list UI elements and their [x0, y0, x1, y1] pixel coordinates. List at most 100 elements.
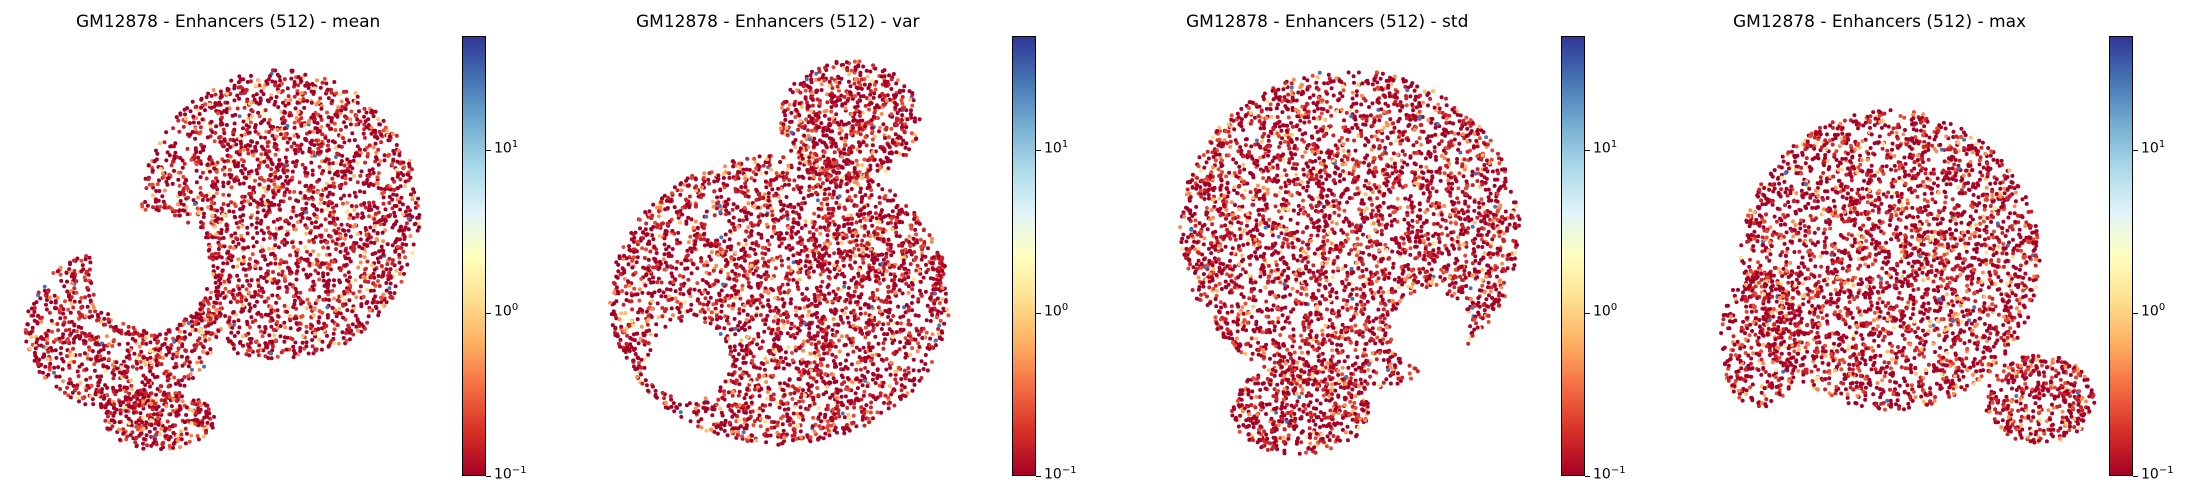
data-point — [249, 73, 253, 78]
data-point — [202, 364, 206, 369]
data-point — [867, 277, 872, 282]
data-point — [244, 287, 249, 292]
data-point — [791, 277, 796, 282]
data-point — [325, 333, 329, 338]
data-point — [402, 184, 407, 189]
data-point — [843, 387, 848, 392]
data-point — [833, 354, 838, 359]
data-point — [334, 314, 339, 319]
data-point — [237, 96, 242, 101]
data-point — [270, 293, 275, 298]
data-point — [168, 144, 173, 149]
data-point — [344, 331, 348, 335]
data-point — [825, 267, 830, 272]
data-point — [366, 279, 371, 284]
data-point — [807, 403, 812, 408]
data-point — [229, 78, 234, 83]
data-point — [186, 364, 191, 369]
data-point — [342, 297, 347, 302]
data-point — [54, 337, 58, 342]
data-point — [89, 383, 94, 388]
data-point — [827, 433, 832, 438]
data-point — [235, 273, 240, 278]
data-point — [310, 344, 315, 349]
data-point — [340, 104, 345, 109]
data-point — [326, 292, 331, 297]
data-point — [189, 421, 194, 426]
data-point — [316, 252, 321, 257]
data-point — [312, 143, 317, 148]
data-point — [161, 392, 166, 397]
data-point — [347, 138, 352, 143]
data-point — [689, 302, 694, 307]
data-point — [154, 363, 159, 368]
data-point — [257, 114, 262, 119]
data-point — [771, 397, 776, 402]
data-point — [376, 210, 381, 215]
data-point — [285, 147, 290, 152]
data-point — [278, 199, 283, 204]
data-point — [89, 281, 94, 285]
data-point — [256, 284, 261, 289]
data-point — [25, 322, 30, 327]
data-point — [179, 429, 183, 434]
data-point — [637, 298, 642, 303]
colorbar-tick-label: 101 — [494, 138, 519, 157]
data-point — [278, 216, 283, 221]
data-point — [63, 328, 68, 333]
data-point — [193, 105, 198, 110]
data-point — [126, 416, 131, 421]
data-point — [193, 422, 198, 426]
data-point — [325, 272, 330, 276]
data-point — [794, 313, 799, 318]
data-point — [42, 288, 47, 293]
data-point — [350, 309, 355, 314]
data-point — [311, 351, 316, 356]
data-point — [149, 333, 154, 338]
data-point — [267, 149, 272, 154]
data-point — [723, 232, 728, 237]
data-point — [154, 207, 159, 212]
data-point — [241, 147, 246, 152]
data-point — [64, 270, 69, 275]
data-point — [358, 173, 363, 178]
data-point — [764, 380, 769, 384]
data-point — [166, 384, 171, 389]
data-point — [858, 253, 862, 258]
data-point — [924, 330, 929, 335]
data-point — [337, 278, 342, 283]
data-point — [335, 323, 340, 328]
data-point — [314, 138, 319, 143]
data-point — [316, 320, 321, 325]
data-point — [417, 225, 421, 230]
data-point — [297, 321, 302, 326]
data-point — [218, 281, 223, 286]
data-point — [335, 152, 340, 157]
data-point — [656, 276, 661, 281]
data-point — [175, 409, 180, 414]
data-point — [131, 325, 136, 330]
data-point — [342, 120, 346, 125]
data-point — [329, 267, 333, 272]
data-point — [68, 395, 73, 400]
data-point — [102, 343, 106, 348]
data-point — [320, 132, 325, 137]
data-point — [183, 116, 188, 121]
data-point — [235, 264, 240, 269]
data-point — [269, 351, 274, 356]
data-point — [836, 411, 841, 416]
data-point — [855, 386, 860, 391]
data-point — [312, 114, 316, 119]
data-point — [232, 121, 237, 126]
data-point — [780, 422, 785, 427]
data-point — [939, 310, 944, 315]
data-point — [230, 325, 235, 330]
data-point — [298, 240, 303, 245]
data-point — [398, 271, 402, 276]
data-point — [151, 205, 155, 210]
data-point — [82, 339, 86, 344]
data-point — [243, 167, 248, 171]
data-point — [255, 299, 259, 304]
data-point — [247, 191, 252, 196]
data-point — [169, 404, 174, 409]
